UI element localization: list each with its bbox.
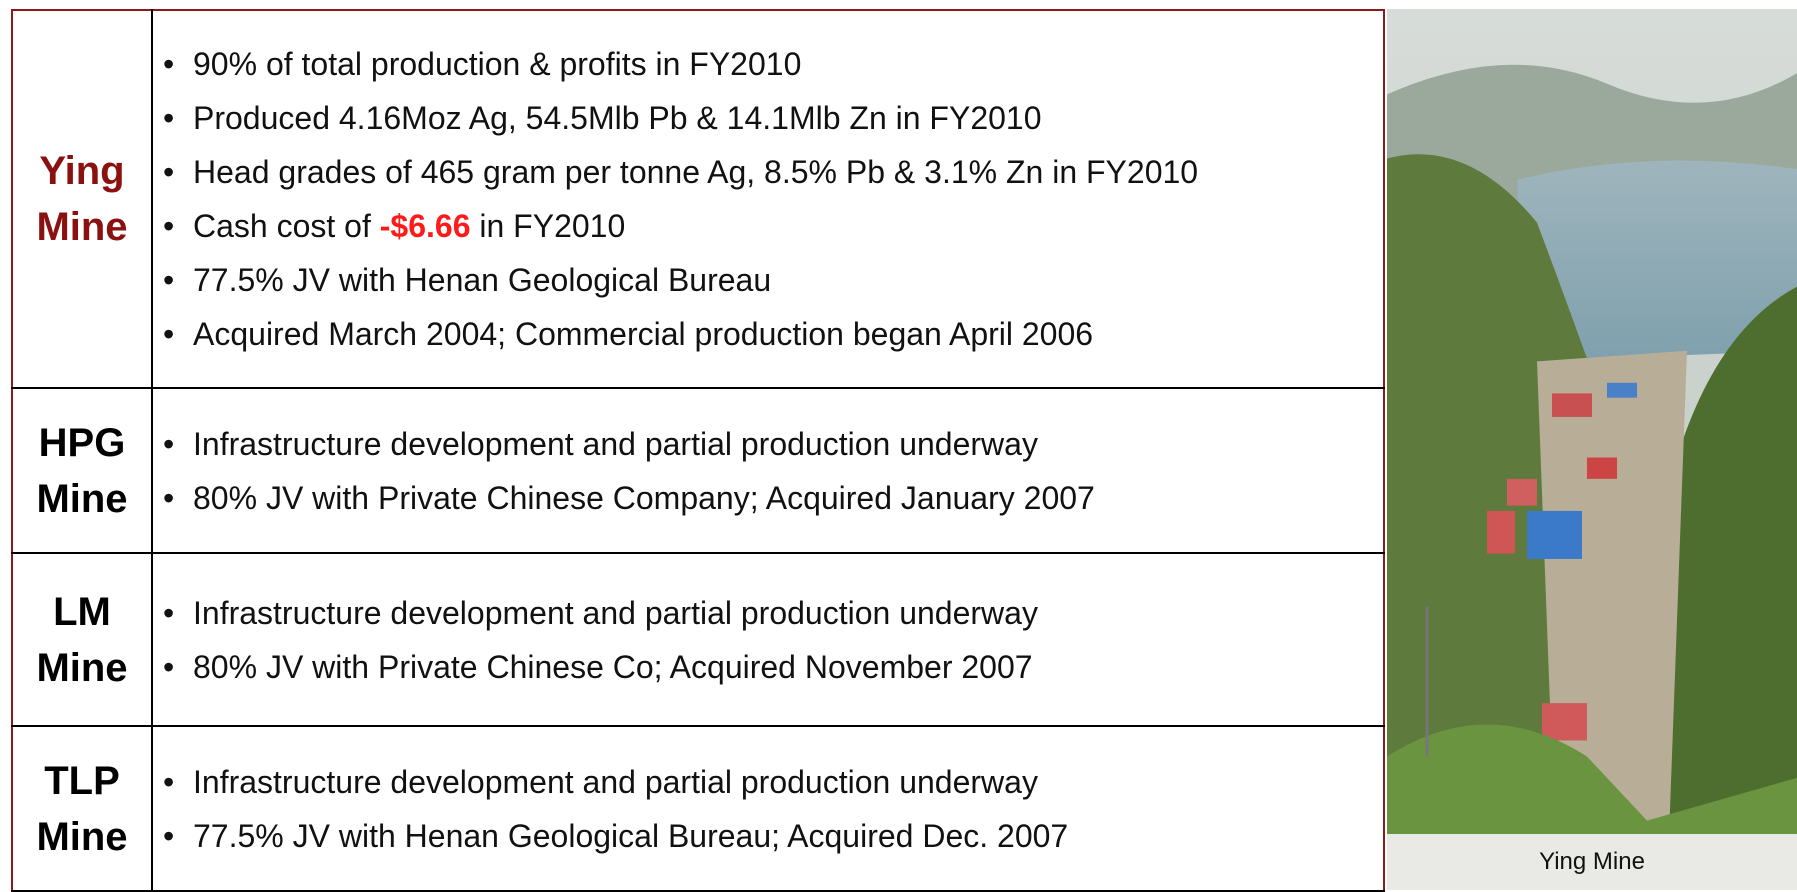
bullet-text: 77.5% JV with Henan Geological Bureau; A…: [193, 817, 1069, 854]
bullet-list: Infrastructure development and partial p…: [161, 586, 1383, 694]
mine-name: TLP Mine: [11, 725, 153, 892]
bullet: 80% JV with Private Chinese Co; Acquired…: [161, 640, 1383, 694]
mine-name-line: TLP: [44, 758, 120, 803]
mine-name: Ying Mine: [11, 9, 153, 389]
bullets-cell: 90% of total production & profits in FY2…: [151, 9, 1385, 389]
bullet: 77.5% JV with Henan Geological Bureau: [161, 253, 1383, 307]
bullets-cell: Infrastructure development and partial p…: [151, 725, 1385, 892]
bullet-text: Acquired March 2004; Commercial producti…: [193, 316, 1094, 352]
bullet: Infrastructure development and partial p…: [161, 755, 1383, 809]
mine-table: Ying Mine 90% of total production & profit…: [11, 9, 1385, 892]
bullets-cell: Infrastructure development and partial p…: [151, 387, 1385, 554]
mine-name: HPG Mine: [11, 387, 153, 554]
bullet: 77.5% JV with Henan Geological Bureau; A…: [161, 809, 1383, 863]
mine-name-line: Mine: [36, 814, 128, 859]
bullet: Infrastructure development and partial p…: [161, 417, 1383, 471]
bullet: 80% JV with Private Chinese Company; Acq…: [161, 471, 1383, 525]
bullet-text: Infrastructure development and partial p…: [193, 594, 1038, 631]
mine-name-line: Ying: [39, 149, 125, 193]
bullet-text: 77.5% JV with Henan Geological Bureau: [193, 262, 772, 298]
bullet-text: Cash cost of: [193, 208, 380, 244]
highlight-value: -$6.66: [379, 208, 471, 244]
bullet-text: in FY2010: [470, 208, 626, 244]
bullet-list: Infrastructure development and partial p…: [161, 755, 1383, 863]
mine-name: LM Mine: [11, 552, 153, 727]
table-row: Ying Mine 90% of total production & profit…: [11, 9, 1385, 389]
bullet: Head grades of 465 gram per tonne Ag, 8.…: [161, 145, 1383, 199]
table-row: LM Mine Infrastructure development and par…: [11, 552, 1385, 727]
mine-name-line: HPG: [38, 420, 126, 465]
bullet: Cash cost of -$6.66 in FY2010: [161, 199, 1383, 253]
bullet-text: Produced 4.16Moz Ag, 54.5Mlb Pb & 14.1Ml…: [193, 100, 1042, 136]
bullet-text: 80% JV with Private Chinese Co; Acquired…: [193, 648, 1033, 685]
mine-name-line: Mine: [36, 476, 128, 521]
bullet-text: Infrastructure development and partial p…: [193, 425, 1038, 462]
bullet-text: Infrastructure development and partial p…: [193, 763, 1038, 800]
mine-name-line: Mine: [36, 205, 128, 249]
bullet-list: Infrastructure development and partial p…: [161, 417, 1383, 525]
bullet: Infrastructure development and partial p…: [161, 586, 1383, 640]
bullet-text: 90% of total production & profits in FY2…: [193, 46, 802, 82]
mine-name-line: Mine: [36, 645, 128, 690]
bullet: Acquired March 2004; Commercial producti…: [161, 307, 1383, 361]
table-row: HPG Mine Infrastructure development and pa…: [11, 387, 1385, 554]
bullet: Produced 4.16Moz Ag, 54.5Mlb Pb & 14.1Ml…: [161, 91, 1383, 145]
bullet-text: Head grades of 465 gram per tonne Ag, 8.…: [193, 154, 1199, 190]
bullets-cell: Infrastructure development and partial p…: [151, 552, 1385, 727]
mine-name-line: LM: [53, 589, 111, 634]
bullet: 90% of total production & profits in FY2…: [161, 37, 1383, 91]
table-row: TLP Mine Infrastructure development and pa…: [11, 725, 1385, 892]
bullet-text: 80% JV with Private Chinese Company; Acq…: [193, 479, 1095, 516]
bullet-list: 90% of total production & profits in FY2…: [161, 37, 1383, 361]
photo-caption: Ying Mine: [1387, 834, 1797, 890]
mine-photo: [1387, 9, 1797, 890]
